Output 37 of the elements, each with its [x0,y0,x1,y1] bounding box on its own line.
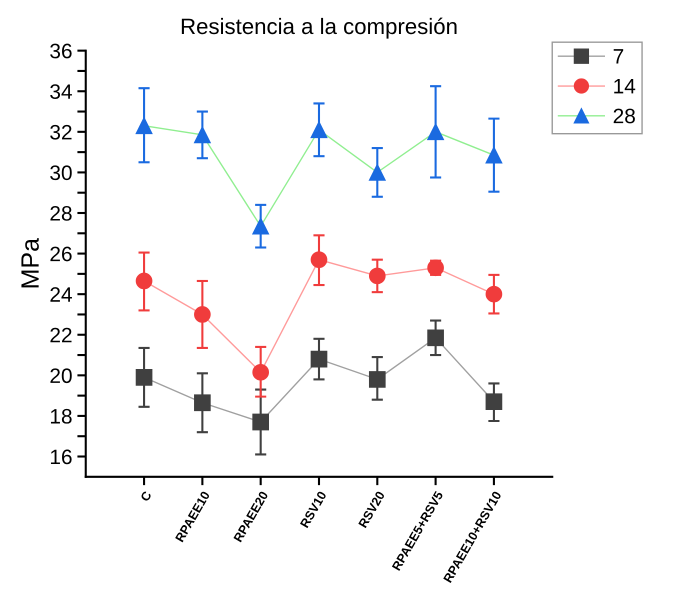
point [368,268,386,284]
point [252,414,270,430]
y-axis-title: MPa [21,238,39,288]
point [194,306,211,323]
y-tick-label: 24 [50,287,72,302]
y-tick-label: 28 [50,206,72,221]
y-tick-label: 18 [50,408,72,424]
point [310,251,328,268]
legend-label: 7 [614,49,624,64]
x-tick-label: C [140,490,152,502]
y-tick-label: 30 [50,165,72,180]
point [136,117,152,134]
y-tick-label: 34 [50,84,72,99]
chart-title: Resistencia a la compresión [182,18,457,39]
y-tick-label: 20 [50,368,72,384]
point [136,369,152,386]
point [136,272,152,290]
legend-label: 14 [614,78,636,94]
point [368,164,386,181]
point [252,218,270,235]
point [194,394,211,412]
point [310,350,328,368]
y-tick-label: 32 [50,124,72,140]
point [486,286,502,302]
y-tick-label: 26 [50,246,72,262]
y-tick-label: 16 [50,450,72,464]
point [368,371,386,388]
point [194,126,211,144]
point [427,329,444,346]
point [310,121,328,138]
legend-label: 28 [614,108,635,124]
point [252,364,270,381]
y-tick-label: 36 [50,44,72,58]
point [486,146,502,164]
y-tick-label: 22 [50,328,72,342]
point [427,123,444,140]
point [486,393,502,410]
